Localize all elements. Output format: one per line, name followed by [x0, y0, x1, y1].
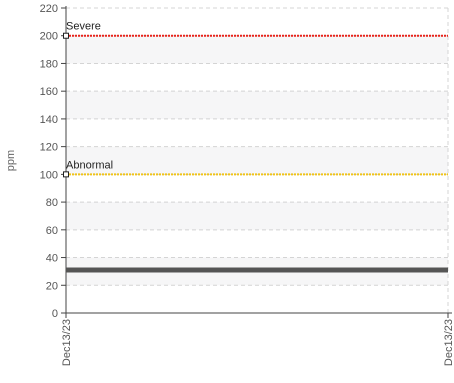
y-tick-label: 100 [40, 169, 58, 181]
x-tick-label: Dec13/23 [443, 319, 454, 366]
threshold-label: Severe [66, 21, 101, 33]
y-tick-label: 200 [40, 31, 58, 43]
threshold-label: Abnormal [66, 159, 113, 171]
y-tick-label: 180 [40, 58, 58, 70]
y-axis-label: ppm [5, 150, 17, 171]
threshold-marker [63, 32, 69, 39]
y-tick-label: 140 [40, 114, 58, 126]
grid-band [66, 202, 448, 230]
grid-band [66, 91, 448, 119]
y-tick-label: 80 [46, 197, 58, 209]
y-tick-label: 160 [40, 86, 58, 98]
threshold-marker [63, 171, 69, 178]
y-tick-label: 20 [46, 280, 58, 292]
x-tick-label: Dec13/23 [61, 319, 73, 366]
y-tick-label: 0 [52, 308, 58, 320]
grid-band [66, 146, 448, 175]
y-tick-label: 60 [46, 225, 58, 237]
y-tick-label: 220 [40, 3, 58, 15]
y-tick-label: 40 [46, 253, 58, 265]
y-tick-label: 120 [40, 142, 58, 154]
grid-band [66, 35, 448, 64]
